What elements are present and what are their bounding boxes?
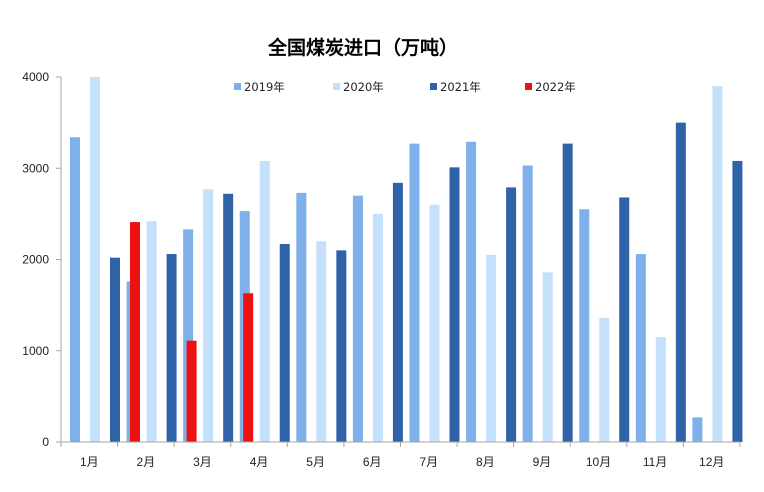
bar-2020年-8月 — [486, 254, 497, 442]
y-tick-label: 3000 — [22, 161, 49, 175]
x-tick-label: 7月 — [419, 455, 438, 469]
bar-2019年-6月 — [352, 195, 363, 442]
bar-2021年-5月 — [336, 250, 347, 442]
x-tick-label: 10月 — [586, 455, 611, 469]
y-tick-label: 0 — [42, 435, 49, 449]
bar-2021年-3月 — [223, 193, 234, 442]
x-tick-label: 4月 — [250, 455, 269, 469]
bar-2020年-9月 — [542, 272, 553, 442]
bar-2021年-7月 — [449, 167, 460, 442]
bar-2020年-5月 — [316, 241, 327, 442]
bar-2020年-4月 — [259, 160, 270, 442]
bar-2020年-12月 — [712, 86, 723, 442]
bar-2020年-3月 — [203, 189, 214, 442]
bar-2021年-4月 — [279, 243, 290, 442]
bar-2020年-1月 — [90, 77, 100, 442]
bar-2020年-2月 — [146, 221, 157, 442]
bar-2019年-10月 — [579, 209, 590, 442]
bar-2019年-8月 — [466, 141, 477, 442]
x-tick-label: 2月 — [137, 455, 156, 469]
x-tick-label: 11月 — [643, 455, 667, 469]
x-tick-label: 3月 — [193, 455, 212, 469]
bar-2021年-9月 — [562, 143, 573, 443]
bar-2020年-10月 — [599, 317, 610, 442]
x-tick-label: 6月 — [363, 455, 382, 469]
bar-2020年-7月 — [429, 204, 440, 442]
chart-title: 全国煤炭进口（万吨） — [267, 36, 458, 59]
bar-2020年-6月 — [372, 213, 383, 442]
bar-2021年-12月 — [732, 160, 743, 442]
legend-label: 2019年 — [244, 80, 285, 94]
bar-2022年-2月 — [186, 340, 197, 442]
bar-2019年-11月 — [635, 254, 646, 442]
bar-2019年-7月 — [409, 143, 420, 443]
legend-swatch — [525, 83, 532, 90]
y-tick-label: 2000 — [22, 253, 49, 267]
bar-2021年-6月 — [392, 182, 403, 442]
legend-swatch — [333, 83, 340, 90]
x-axis: 1月 2月 3月 4月 5月 6月 7月 8月 9月 10月 11月 12月 — [60, 441, 741, 469]
x-tick-label: 1月 — [80, 455, 99, 469]
bars — [70, 77, 743, 443]
y-tick-label: 1000 — [22, 344, 49, 358]
bar-2019年-9月 — [522, 165, 533, 442]
legend: 2019年 2020年 2021年 2022年 — [234, 80, 576, 94]
bar-2019年-5月 — [296, 192, 307, 442]
legend-label: 2020年 — [343, 80, 384, 94]
bar-2020年-11月 — [655, 337, 666, 442]
bar-2022年-3月 — [243, 293, 254, 442]
bar-2019年-1月 — [70, 137, 80, 442]
x-tick-label: 8月 — [476, 455, 495, 469]
bar-2021年-11月 — [675, 122, 686, 442]
y-tick-label: 4000 — [22, 70, 49, 84]
bar-2021年-2月 — [166, 254, 177, 442]
bar-2021年-8月 — [506, 187, 517, 442]
x-tick-label: 5月 — [306, 455, 325, 469]
legend-swatch — [430, 83, 437, 90]
y-axis: 0 1000 2000 3000 4000 — [22, 70, 62, 449]
legend-label: 2021年 — [440, 80, 481, 94]
legend-label: 2022年 — [535, 80, 576, 94]
x-tick-label: 9月 — [533, 455, 552, 469]
legend-swatch — [234, 83, 241, 90]
x-tick-label: 12月 — [699, 455, 724, 469]
bar-2022年-1月 — [130, 222, 140, 442]
bar-2019年-12月 — [692, 417, 703, 442]
bar-2021年-1月 — [110, 257, 120, 442]
bar-2021年-10月 — [619, 197, 630, 442]
bar-2019年-3月 — [183, 229, 194, 442]
